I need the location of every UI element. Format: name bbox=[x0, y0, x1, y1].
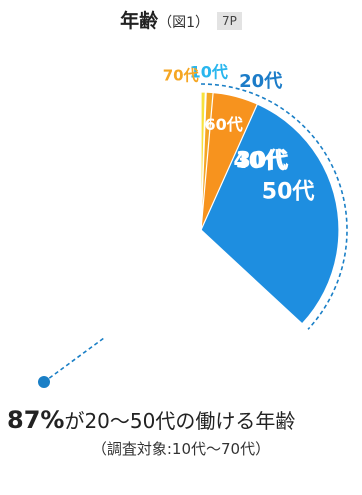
pie-label-5: 50代 bbox=[262, 180, 315, 205]
highlight-dashed-arc bbox=[200, 83, 348, 330]
chart-title: 年齢（図1） 7P bbox=[0, 6, 362, 36]
summary-caption: 87%が20～50代の働ける年齢 bbox=[7, 405, 295, 434]
pie-label-1: 10代 bbox=[190, 63, 228, 82]
page-reference-tag: 7P bbox=[217, 12, 242, 30]
summary-percent: 87% bbox=[7, 406, 65, 434]
pie-label-2: 20代 bbox=[239, 71, 282, 92]
pie-label-3: 30代 bbox=[236, 149, 289, 174]
pie-label-6: 60代 bbox=[204, 115, 242, 134]
pie-slices bbox=[200, 91, 340, 325]
survey-scope-note: （調査対象:10代～70代） bbox=[91, 440, 271, 458]
pie-slice-9 bbox=[200, 91, 206, 231]
chart-title-figure-ref: （図1） bbox=[158, 15, 210, 31]
summary-text: が20～50代の働ける年齢 bbox=[64, 409, 296, 433]
chart-title-main: 年齢 bbox=[120, 10, 159, 32]
pie-label-7: 70代 bbox=[163, 66, 199, 84]
highlight-leader-line bbox=[43, 337, 104, 383]
pie-label-4: 40代 bbox=[233, 149, 286, 174]
highlight-marker-dot bbox=[38, 376, 50, 388]
